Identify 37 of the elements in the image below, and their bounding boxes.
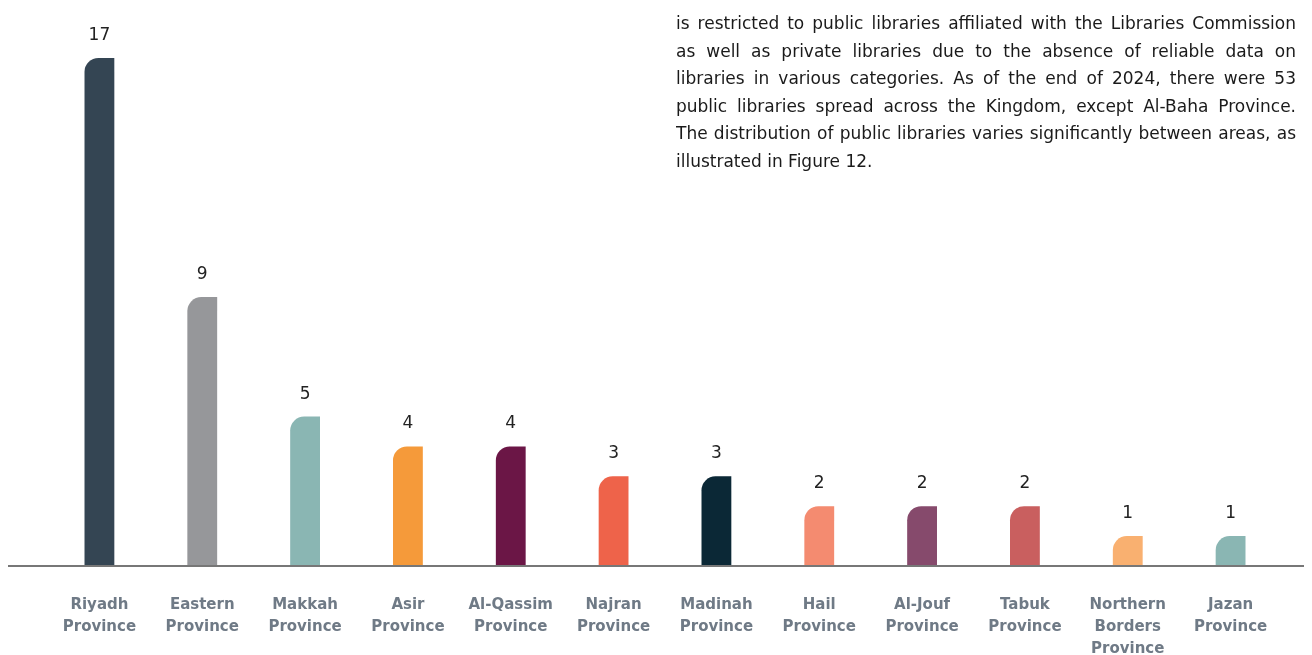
data-label: 4 xyxy=(505,412,517,433)
bar xyxy=(804,506,835,566)
x-tick-label: Tabuk Province xyxy=(988,595,1062,635)
x-tick-label: Al-Qassim Province xyxy=(468,595,553,635)
x-tick-label: Riyadh Province xyxy=(62,595,137,635)
x-tick-label: Najran Province xyxy=(576,595,651,635)
x-tick-label: Northern Borders Province xyxy=(1089,595,1166,655)
x-tick-label: Madinah Province xyxy=(679,595,754,635)
data-label: 2 xyxy=(1019,472,1031,493)
data-label: 2 xyxy=(813,472,825,493)
x-tick-label: Asir Province xyxy=(371,595,445,635)
annotation: is restricted to public libraries affiliated with the Libraries Commission as well as private libraries due to the absence of reliable data on libraries in various categories. As of the end of 2024, there were 53 public libraries spread across the Kingdom, except Al-Baha Province. The distribution of public libraries varies significantly between areas, as illustrated in Figure 12. xyxy=(676,12,1296,173)
x-tick-label: Makkah Province xyxy=(268,595,342,635)
bar xyxy=(598,476,629,566)
data-label: 4 xyxy=(402,412,414,433)
bar xyxy=(290,416,320,566)
bar xyxy=(187,297,218,566)
bar xyxy=(84,58,115,566)
x-tick-label: Jazan Province xyxy=(1193,595,1268,635)
bar xyxy=(701,476,732,566)
data-label: 3 xyxy=(608,442,619,463)
data-label: 3 xyxy=(711,442,722,463)
bar xyxy=(1112,536,1143,566)
data-label: 1 xyxy=(1225,502,1236,523)
bar xyxy=(1215,536,1246,566)
x-tick-label: Eastern Province xyxy=(165,595,239,635)
x-tick-label: Hail Province xyxy=(782,595,856,635)
bar xyxy=(907,506,937,566)
x-tick-label: Al-Jouf Province xyxy=(885,595,959,635)
data-label: 1 xyxy=(1122,502,1134,523)
bar xyxy=(393,446,423,566)
bar xyxy=(495,446,526,566)
bar xyxy=(1010,506,1040,566)
data-label: 9 xyxy=(196,263,208,284)
data-label: 17 xyxy=(88,24,111,44)
data-label: 2 xyxy=(916,472,928,493)
data-label: 5 xyxy=(299,382,311,403)
